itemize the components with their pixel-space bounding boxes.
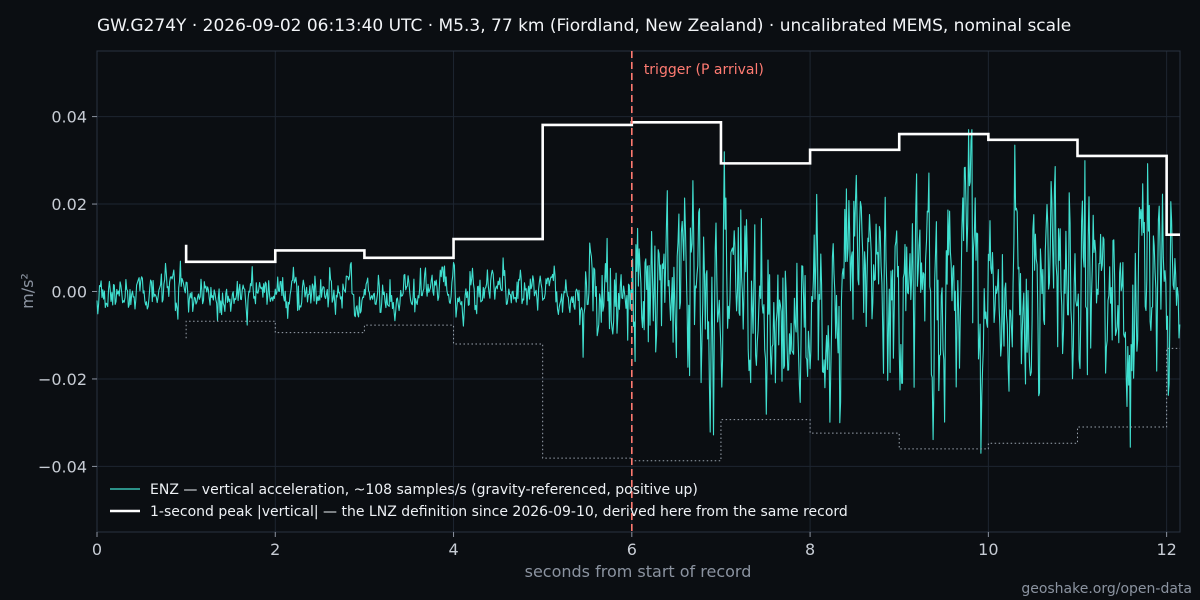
plot-area — [96, 120, 1181, 462]
y-tick-label: −0.04 — [38, 457, 87, 476]
peak-step-line — [184, 120, 1180, 264]
chart-title: GW.G274Y · 2026-09-02 06:13:40 UTC · M5.… — [97, 16, 1071, 36]
legend: ENZ — vertical acceleration, ~108 sample… — [110, 482, 848, 520]
x-tick-label: 6 — [627, 540, 637, 559]
y-axis-label: m/s² — [18, 273, 37, 309]
enz-waveform-line — [96, 129, 1181, 454]
x-tick-label: 8 — [805, 540, 815, 559]
x-tick-label: 10 — [978, 540, 998, 559]
legend-label-peak: 1-second peak |vertical| — the LNZ defin… — [150, 504, 848, 520]
x-tick-label: 0 — [92, 540, 102, 559]
y-tick-label: 0.04 — [51, 108, 87, 127]
x-tick-label: 12 — [1156, 540, 1176, 559]
x-tick-label: 4 — [448, 540, 458, 559]
y-tick-label: −0.02 — [38, 370, 87, 389]
footer-credit: geoshake.org/open-data — [1021, 581, 1192, 597]
legend-label-enz: ENZ — vertical acceleration, ~108 sample… — [150, 482, 698, 498]
y-tick-label: 0.02 — [51, 195, 87, 214]
trigger-annotation: trigger (P arrival) — [631, 51, 764, 532]
x-axis-label: seconds from start of record — [525, 562, 752, 581]
peak-step-mirror-line — [185, 320, 1180, 462]
x-tick-label: 2 — [270, 540, 280, 559]
tick-labels: 0 2 4 6 8 10 12 0.04 0.02 0.00 −0.02 −0.04 — [38, 108, 1177, 559]
trigger-label: trigger (P arrival) — [644, 62, 764, 78]
y-tick-label: 0.00 — [51, 283, 87, 302]
